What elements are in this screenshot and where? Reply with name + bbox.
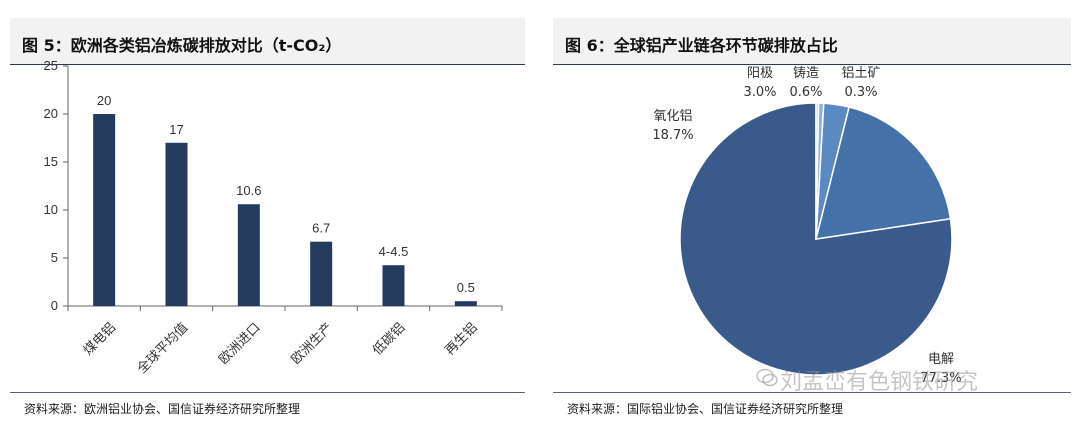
pie-slice-label: 铝土矿 xyxy=(841,66,880,81)
left-source-note: 资料来源：欧洲铝业协会、国信证券经济研究所整理 xyxy=(24,402,301,416)
left-top-rule xyxy=(10,64,525,65)
pie-slice-label: 电解 xyxy=(928,352,954,367)
pie-slice-percent: 0.3% xyxy=(844,85,877,100)
right-figure-panel: 图 6：全球铝产业链各环节碳排放占比 电解 77.3% 氧化铝 18.7% 阳极 3.0%… xyxy=(553,10,1071,422)
y-tick-label: 25 xyxy=(44,58,58,73)
right-figure-title: 图 6：全球铝产业链各环节碳排放占比 xyxy=(565,36,838,55)
pie-slice-2 xyxy=(814,106,952,240)
y-tick-label: 20 xyxy=(44,106,58,121)
right-title-bar: 图 6：全球铝产业链各环节碳排放占比 xyxy=(553,18,1071,64)
x-category-label: 欧洲进口 xyxy=(216,320,263,367)
bar-value-label: 6.7 xyxy=(312,221,330,236)
bar-value-label: 20 xyxy=(97,93,111,108)
bar-value-label: 4-4.5 xyxy=(379,244,409,259)
wechat-icon xyxy=(756,368,778,387)
bar-1 xyxy=(93,114,116,306)
pie-chart: 电解 77.3% 氧化铝 18.7% 阳极 3.0% 铸造 0.6% 铝土矿 0.3% xyxy=(652,65,961,386)
pie-slice-label: 氧化铝 xyxy=(653,109,692,124)
pie-slice-1 xyxy=(679,102,953,376)
left-bottom-rule xyxy=(10,392,525,393)
bar-5 xyxy=(382,265,405,306)
y-tick-label: 0 xyxy=(51,298,58,313)
bar-chart: 0 5 10 15 20 25 20 煤电铝 17 全球平均值 10.6 欧洲进口 6.7 欧洲生产 4-4… xyxy=(44,58,503,377)
pie-slice-percent: 3.0% xyxy=(743,85,776,100)
right-bottom-rule xyxy=(553,392,1071,393)
left-figure-panel: 图 5：欧洲各类铝冶炼碳排放对比（t-CO₂） 0 5 10 15 20 25 20 煤电铝 1… xyxy=(10,10,525,422)
y-tick-label: 10 xyxy=(44,202,58,217)
left-title-bar: 图 5：欧洲各类铝冶炼碳排放对比（t-CO₂） xyxy=(10,18,525,64)
right-top-rule xyxy=(553,64,1071,65)
x-category-label: 再生铝 xyxy=(442,320,480,358)
y-tick-label: 5 xyxy=(51,250,58,265)
bar-3 xyxy=(237,204,260,306)
bar-value-label: 0.5 xyxy=(457,280,475,295)
right-source-note: 资料来源：国际铝业协会、国信证券经济研究所整理 xyxy=(567,402,844,416)
pie-slice-label: 阳极 xyxy=(747,66,773,81)
x-category-label: 低碳铝 xyxy=(370,320,408,358)
x-category-label: 欧洲生产 xyxy=(289,320,336,367)
bar-4 xyxy=(310,241,333,306)
pie-slice-percent: 18.7% xyxy=(652,128,693,143)
bar-6 xyxy=(454,301,477,306)
pie-slice-5 xyxy=(815,102,820,240)
bar-2 xyxy=(165,142,188,306)
pie-slice-percent: 77.3% xyxy=(920,371,961,386)
x-category-label: 全球平均值 xyxy=(134,320,191,377)
bar-value-label: 17 xyxy=(169,122,183,137)
left-figure-title: 图 5：欧洲各类铝冶炼碳排放对比（t-CO₂） xyxy=(22,36,342,55)
y-tick-label: 15 xyxy=(44,154,58,169)
watermark-text: 刘孟峦有色钢铁研究 xyxy=(780,370,979,395)
x-category-label: 煤电铝 xyxy=(81,320,119,358)
pie-slice-percent: 0.6% xyxy=(789,85,822,100)
pie-slice-label: 铸造 xyxy=(793,65,819,81)
bar-value-label: 10.6 xyxy=(236,183,261,198)
